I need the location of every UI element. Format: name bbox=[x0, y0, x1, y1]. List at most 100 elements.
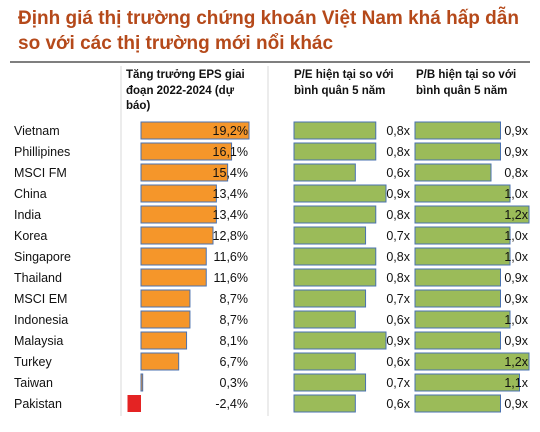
eps-value-label: 12,8% bbox=[213, 229, 248, 243]
pe-ratio-bar bbox=[293, 268, 377, 287]
pe-ratio-bar bbox=[293, 205, 377, 224]
eps-value-label: 8,7% bbox=[220, 313, 249, 327]
pb-ratio-bar bbox=[414, 142, 501, 161]
eps-growth-bar bbox=[140, 226, 214, 245]
pb-ratio-bar bbox=[414, 163, 492, 182]
eps-growth-bar bbox=[140, 331, 188, 350]
title-divider bbox=[10, 61, 530, 63]
pb-ratio-bar bbox=[414, 289, 501, 308]
pb-ratio-bar bbox=[414, 373, 520, 392]
eps-value-label: -2,4% bbox=[215, 397, 248, 411]
pe-ratio-bar bbox=[293, 121, 377, 140]
eps-value-label: 16,1% bbox=[213, 145, 248, 159]
eps-growth-bar bbox=[140, 142, 233, 161]
pe-value-label: 0,8x bbox=[386, 145, 410, 159]
pb-value-label: 1,0x bbox=[504, 313, 528, 327]
country-label: China bbox=[14, 187, 47, 201]
pe-value-label: 0,8x bbox=[386, 250, 410, 264]
pb-value-label: 1,0x bbox=[504, 250, 528, 264]
pb-ratio-bar bbox=[414, 205, 530, 224]
eps-growth-bar bbox=[140, 268, 207, 287]
eps-growth-bar bbox=[140, 205, 217, 224]
eps-value-label: 11,6% bbox=[213, 250, 248, 264]
pe-ratio-bar bbox=[293, 331, 387, 350]
pb-value-label: 1,2x bbox=[504, 208, 528, 222]
pb-ratio-bar bbox=[414, 310, 511, 329]
pe-value-label: 0,8x bbox=[386, 271, 410, 285]
pb-ratio-bar bbox=[414, 331, 501, 350]
country-label: India bbox=[14, 208, 41, 222]
pb-ratio-bar bbox=[414, 226, 511, 245]
pb-value-label: 1,0x bbox=[504, 229, 528, 243]
pe-ratio-bar bbox=[293, 352, 356, 371]
country-label: Vietnam bbox=[14, 124, 60, 138]
eps-growth-bar bbox=[140, 247, 207, 266]
pb-value-label: 0,9x bbox=[504, 145, 528, 159]
pe-ratio-bar bbox=[293, 394, 356, 413]
eps-growth-bar bbox=[140, 373, 144, 392]
pb-ratio-bar bbox=[414, 352, 530, 371]
pb-ratio-bar bbox=[414, 121, 501, 140]
eps-growth-bar bbox=[140, 163, 229, 182]
pb-column-header: P/B hiện tại so với bình quân 5 năm bbox=[416, 69, 517, 97]
eps-value-label: 19,2% bbox=[213, 124, 248, 138]
pe-value-label: 0,8x bbox=[386, 208, 410, 222]
eps-growth-bar bbox=[140, 184, 217, 203]
pe-column-header: P/E hiện tại so với bình quân 5 năm bbox=[294, 69, 394, 97]
eps-value-label: 6,7% bbox=[220, 355, 249, 369]
pb-value-label: 0,9x bbox=[504, 124, 528, 138]
pe-value-label: 0,6x bbox=[386, 397, 410, 411]
pe-ratio-bar bbox=[293, 247, 377, 266]
pe-ratio-bar bbox=[293, 184, 387, 203]
pb-ratio-bar bbox=[414, 247, 511, 266]
eps-value-label: 8,7% bbox=[220, 292, 249, 306]
pe-value-label: 0,9x bbox=[386, 334, 410, 348]
eps-growth-bar bbox=[140, 121, 250, 140]
pb-ratio-bar bbox=[414, 268, 501, 287]
pe-value-label: 0,6x bbox=[386, 166, 410, 180]
eps-column-header: Tăng trưởng EPS giai đoạn 2022-2024 (dự … bbox=[126, 69, 245, 112]
pe-value-label: 0,9x bbox=[386, 187, 410, 201]
pb-value-label: 1,0x bbox=[504, 187, 528, 201]
pe-value-label: 0,8x bbox=[386, 124, 410, 138]
eps-value-label: 13,4% bbox=[213, 187, 248, 201]
pb-value-label: 0,9x bbox=[504, 292, 528, 306]
pb-value-label: 0,9x bbox=[504, 397, 528, 411]
pe-ratio-bar bbox=[293, 142, 377, 161]
pe-ratio-bar bbox=[293, 226, 367, 245]
chart-title: Định giá thị trường chứng khoán Việt Nam… bbox=[18, 8, 519, 54]
country-label: Phillipines bbox=[14, 145, 70, 159]
eps-growth-bar bbox=[140, 352, 180, 371]
country-label: Taiwan bbox=[14, 376, 53, 390]
country-label: MSCI EM bbox=[14, 292, 67, 306]
pb-ratio-bar bbox=[414, 394, 501, 413]
country-label: Pakistan bbox=[14, 397, 62, 411]
eps-growth-bar bbox=[127, 395, 141, 412]
country-label: Singapore bbox=[14, 250, 71, 264]
eps-value-label: 15,4% bbox=[213, 166, 248, 180]
country-label: Korea bbox=[14, 229, 47, 243]
eps-value-label: 13,4% bbox=[213, 208, 248, 222]
eps-growth-bar bbox=[140, 310, 191, 329]
country-label: Indonesia bbox=[14, 313, 68, 327]
pe-ratio-bar bbox=[293, 163, 356, 182]
pb-value-label: 0,9x bbox=[504, 334, 528, 348]
country-label: Turkey bbox=[14, 355, 52, 369]
eps-value-label: 11,6% bbox=[213, 271, 248, 285]
country-label: MSCI FM bbox=[14, 166, 67, 180]
pb-ratio-bar bbox=[414, 184, 511, 203]
pe-ratio-bar bbox=[293, 310, 356, 329]
pe-ratio-bar bbox=[293, 289, 367, 308]
pe-value-label: 0,6x bbox=[386, 313, 410, 327]
country-label: Thailand bbox=[14, 271, 62, 285]
pb-value-label: 1,1x bbox=[504, 376, 528, 390]
country-label: Malaysia bbox=[14, 334, 63, 348]
pe-value-label: 0,7x bbox=[386, 376, 410, 390]
pe-value-label: 0,6x bbox=[386, 355, 410, 369]
pe-value-label: 0,7x bbox=[386, 229, 410, 243]
pe-value-label: 0,7x bbox=[386, 292, 410, 306]
eps-growth-bar bbox=[140, 289, 191, 308]
eps-value-label: 8,1% bbox=[220, 334, 249, 348]
pb-value-label: 0,8x bbox=[504, 166, 528, 180]
